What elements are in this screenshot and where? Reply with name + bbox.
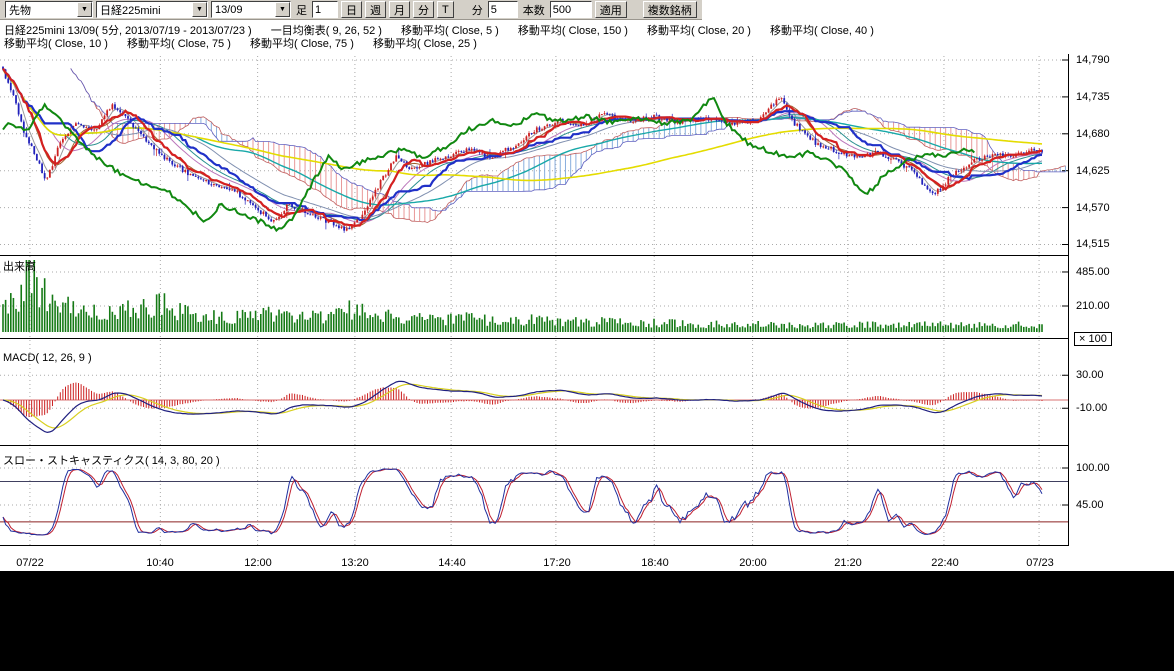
volume-panel-label: 出来高	[3, 258, 36, 274]
legend-item-ma25: 移動平均( Close, 25 )	[373, 38, 477, 50]
multi-symbol-button[interactable]: 複数銘柄	[643, 1, 697, 18]
macd-panel-label: MACD( 12, 26, 9 )	[3, 352, 92, 364]
instrument-type-select[interactable]: 先物 ▼	[5, 1, 93, 18]
bar-unit-day-button[interactable]: 日	[341, 1, 362, 18]
bar-type-label: 足	[294, 2, 309, 18]
legend-item-ma40: 移動平均( Close, 40 )	[770, 25, 874, 37]
macd-axis-tick: 30.00	[1076, 369, 1104, 381]
chart-canvas[interactable]	[0, 54, 1069, 556]
price-axis-tick: 14,790	[1076, 54, 1110, 66]
time-axis-label: 12:00	[244, 557, 272, 569]
symbol-select[interactable]: 日経225mini ▼	[96, 1, 208, 18]
time-axis-label: 10:40	[146, 557, 174, 569]
bar-unit-week-button[interactable]: 週	[365, 1, 386, 18]
volume-multiplier-badge: × 100	[1074, 332, 1112, 346]
legend-item-ma20: 移動平均( Close, 20 )	[647, 25, 751, 37]
bar-unit-tick-button[interactable]: T	[437, 1, 454, 18]
legend-item-ma75a: 移動平均( Close, 75 )	[127, 38, 231, 50]
time-axis-label: 22:40	[931, 557, 959, 569]
chevron-down-icon[interactable]: ▼	[192, 2, 207, 17]
bar-count-label: 本数	[521, 2, 547, 18]
price-axis-tick: 14,515	[1076, 238, 1110, 250]
time-axis-label: 07/22	[16, 557, 44, 569]
time-axis-label: 13:20	[341, 557, 369, 569]
apply-button[interactable]: 適用	[595, 1, 627, 18]
time-axis-label: 20:00	[739, 557, 767, 569]
toolbar-controls: 先物 ▼ 日経225mini ▼ 13/09 ▼ 足 日 週 月 分 T 分 本…	[0, 0, 702, 20]
symbol-value: 日経225mini	[97, 2, 192, 18]
chart-area[interactable]: 日経225mini 13/09( 5分, 2013/07/19 - 2013/0…	[0, 20, 1174, 572]
bar-size-input[interactable]	[312, 1, 338, 18]
time-axis-label: 14:40	[438, 557, 466, 569]
time-axis-label: 21:20	[834, 557, 862, 569]
toolbar: 先物 ▼ 日経225mini ▼ 13/09 ▼ 足 日 週 月 分 T 分 本…	[0, 0, 1174, 20]
price-axis-tick: 14,570	[1076, 202, 1110, 214]
price-axis-tick: 14,735	[1076, 91, 1110, 103]
legend-item-ma75b: 移動平均( Close, 75 )	[250, 38, 354, 50]
bar-unit-month-button[interactable]: 月	[389, 1, 410, 18]
legend-line-2: 移動平均( Close, 10 ) 移動平均( Close, 75 ) 移動平均…	[4, 35, 493, 51]
bar-unit-minute-button[interactable]: 分	[413, 1, 434, 18]
chevron-down-icon[interactable]: ▼	[275, 2, 290, 17]
macd-axis-tick: -10.00	[1076, 402, 1107, 414]
price-axis-tick: 14,680	[1076, 128, 1110, 140]
bar-count-input[interactable]	[550, 1, 592, 18]
bottom-blank-area	[0, 572, 1174, 671]
stoch-axis-tick: 45.00	[1076, 499, 1104, 511]
instrument-type-value: 先物	[6, 2, 77, 18]
volume-axis-tick: 485.00	[1076, 266, 1110, 278]
contract-month-value: 13/09	[212, 4, 275, 16]
time-axis-label: 17:20	[543, 557, 571, 569]
volume-axis-tick: 210.00	[1076, 300, 1110, 312]
stoch-axis-tick: 100.00	[1076, 462, 1110, 474]
price-axis-tick: 14,625	[1076, 165, 1110, 177]
minute-count-input[interactable]	[488, 1, 518, 18]
time-axis-label: 07/23	[1026, 557, 1054, 569]
time-axis-label: 18:40	[641, 557, 669, 569]
legend-item-ma150: 移動平均( Close, 150 )	[518, 25, 628, 37]
stochastics-panel-label: スロー・ストキャスティクス( 14, 3, 80, 20 )	[3, 452, 220, 468]
contract-month-select[interactable]: 13/09 ▼	[211, 1, 291, 18]
legend-item-ma10: 移動平均( Close, 10 )	[4, 38, 108, 50]
minute-label: 分	[470, 2, 485, 18]
chart-application: 先物 ▼ 日経225mini ▼ 13/09 ▼ 足 日 週 月 分 T 分 本…	[0, 0, 1174, 671]
chevron-down-icon[interactable]: ▼	[77, 2, 92, 17]
